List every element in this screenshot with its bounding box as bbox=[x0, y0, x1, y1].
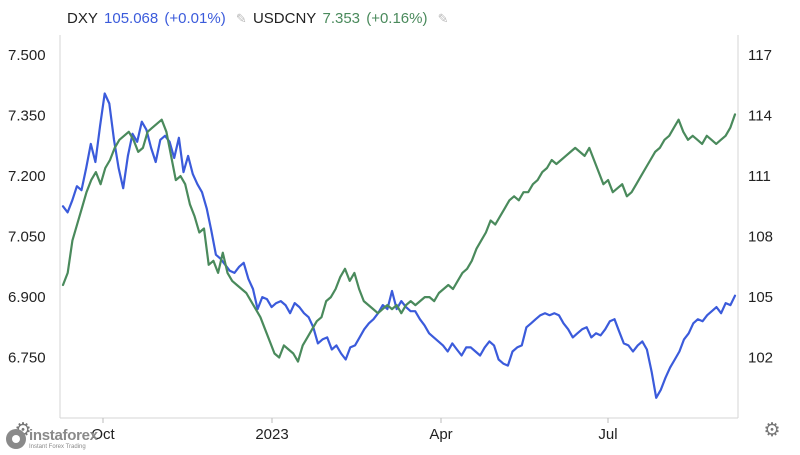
x-axis-ticks: Oct 2023 Apr Jul bbox=[91, 418, 618, 443]
logo-tagline: Instant Forex Trading bbox=[29, 444, 86, 450]
right-tick-label: 114 bbox=[748, 108, 772, 125]
x-tick-label: 2023 bbox=[255, 426, 288, 443]
plot-frame bbox=[59, 35, 739, 419]
legend-dxy-change: (+0.01%) bbox=[164, 10, 226, 27]
right-tick-label: 102 bbox=[748, 350, 773, 367]
series-line-dxy bbox=[61, 92, 737, 399]
pencil-icon[interactable]: ✎ bbox=[437, 11, 449, 26]
gear-icon[interactable]: ⚙ bbox=[763, 420, 781, 441]
series-line-usdcny bbox=[61, 113, 737, 363]
left-tick-label: 7.350 bbox=[8, 108, 46, 125]
left-tick-label: 7.500 bbox=[8, 47, 46, 64]
logo-name: instaforex bbox=[29, 427, 98, 444]
left-tick-label: 6.900 bbox=[8, 289, 46, 306]
legend-usdcny-change: (+0.16%) bbox=[366, 10, 428, 27]
right-tick-label: 105 bbox=[748, 289, 773, 306]
right-axis-ticks: 117 114 111 108 105 102 bbox=[748, 47, 773, 366]
right-tick-label: 117 bbox=[748, 47, 772, 64]
right-tick-label: 111 bbox=[748, 168, 771, 185]
series-lines bbox=[61, 92, 737, 399]
left-axis-ticks: 7.500 7.350 7.200 7.050 6.900 6.750 bbox=[8, 47, 46, 366]
legend: DXY 105.068 (+0.01%) ✎ USDCNY 7.353 (+0.… bbox=[67, 10, 451, 27]
x-tick-label: Jul bbox=[598, 426, 617, 443]
left-tick-label: 6.750 bbox=[8, 350, 46, 367]
x-tick-label: Oct bbox=[91, 426, 115, 443]
watermark-logo: instaforex Instant Forex Trading bbox=[6, 428, 98, 450]
left-tick-label: 7.200 bbox=[8, 168, 46, 185]
legend-usdcny-value: 7.353 bbox=[322, 10, 361, 27]
legend-dxy-value: 105.068 bbox=[104, 10, 159, 27]
x-tick-label: Apr bbox=[429, 426, 452, 443]
left-tick-label: 7.050 bbox=[8, 229, 46, 246]
legend-usdcny-symbol: USDCNY bbox=[252, 10, 317, 27]
pencil-icon[interactable]: ✎ bbox=[235, 11, 247, 26]
logo-icon bbox=[6, 429, 26, 449]
right-tick-label: 108 bbox=[748, 229, 773, 246]
legend-dxy-symbol: DXY bbox=[67, 10, 98, 27]
